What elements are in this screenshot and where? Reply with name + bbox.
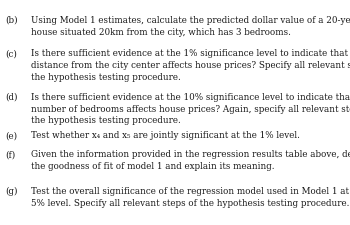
Text: (e): (e) (6, 131, 18, 140)
Text: (b): (b) (6, 16, 18, 25)
Text: distance from the city center affects house prices? Specify all relevant steps o: distance from the city center affects ho… (30, 61, 350, 70)
Text: Test whether x₄ and x₅ are jointly significant at the 1% level.: Test whether x₄ and x₅ are jointly signi… (30, 131, 300, 140)
Text: Is there sufficient evidence at the 1% significance level to indicate that the: Is there sufficient evidence at the 1% s… (30, 49, 350, 58)
Text: the hypothesis testing procedure.: the hypothesis testing procedure. (30, 73, 180, 82)
Text: the goodness of fit of model 1 and explain its meaning.: the goodness of fit of model 1 and expla… (30, 162, 274, 171)
Text: (c): (c) (6, 49, 18, 58)
Text: the hypothesis testing procedure.: the hypothesis testing procedure. (30, 117, 180, 126)
Text: house situated 20km from the city, which has 3 bedrooms.: house situated 20km from the city, which… (30, 28, 290, 37)
Text: Is there sufficient evidence at the 10% significance level to indicate that the: Is there sufficient evidence at the 10% … (30, 93, 350, 102)
Text: (d): (d) (6, 93, 18, 102)
Text: number of bedrooms affects house prices? Again, specify all relevant steps of: number of bedrooms affects house prices?… (30, 105, 350, 114)
Text: (g): (g) (6, 187, 18, 196)
Text: 5% level. Specify all relevant steps of the hypothesis testing procedure.: 5% level. Specify all relevant steps of … (30, 199, 349, 208)
Text: (f): (f) (6, 151, 16, 160)
Text: Test the overall significance of the regression model used in Model 1 at the: Test the overall significance of the reg… (30, 187, 350, 196)
Text: Given the information provided in the regression results table above, determine: Given the information provided in the re… (30, 151, 350, 160)
Text: Using Model 1 estimates, calculate the predicted dollar value of a 20-year-old: Using Model 1 estimates, calculate the p… (30, 16, 350, 25)
